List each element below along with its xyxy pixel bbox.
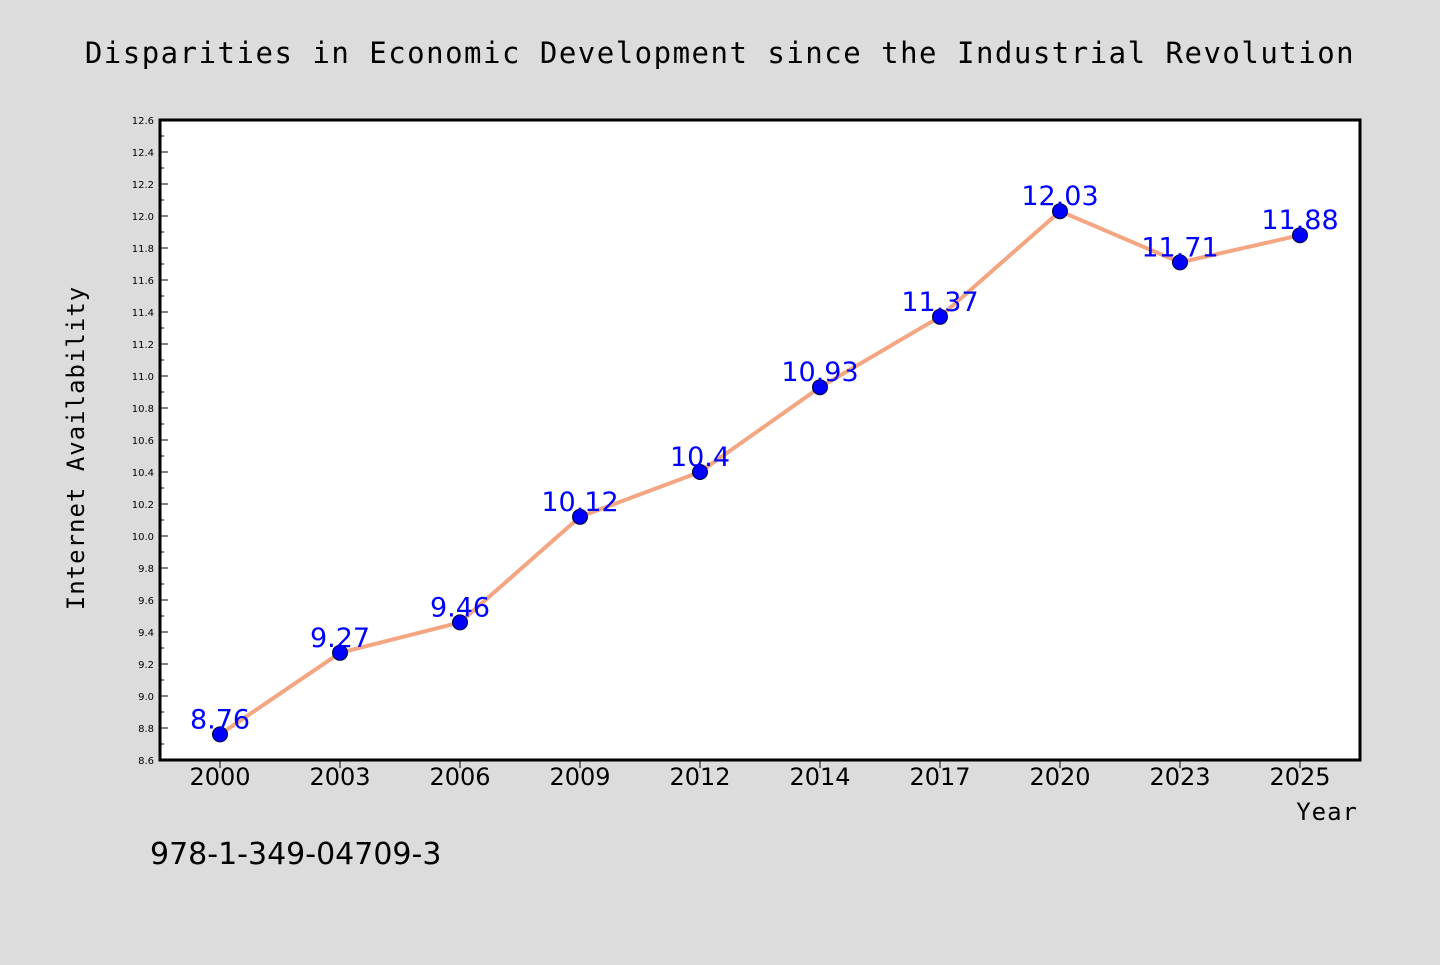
x-tick-label: 2012 <box>669 763 730 791</box>
y-tick-label: 8.6 <box>138 756 154 767</box>
data-label: 11.37 <box>901 287 978 318</box>
y-tick-label: 10.0 <box>132 532 154 543</box>
data-label: 8.76 <box>190 704 250 735</box>
y-tick-label: 12.4 <box>132 148 154 159</box>
x-tick-label: 2020 <box>1029 763 1090 791</box>
y-tick-label: 9.6 <box>138 596 154 607</box>
data-label: 10.12 <box>541 487 618 518</box>
data-label: 12.03 <box>1021 181 1098 212</box>
data-point <box>692 464 708 480</box>
y-tick-label: 9.0 <box>138 692 154 703</box>
y-tick-label: 10.2 <box>132 500 154 511</box>
y-tick-label: 12.0 <box>132 212 154 223</box>
y-tick-label: 11.2 <box>132 340 154 351</box>
x-tick-label: 2003 <box>309 763 370 791</box>
series-line <box>218 209 1302 737</box>
y-axis: 8.6 8.8 9.0 9.2 9.4 9.6 9.8 10.0 10.2 10.4 10.6 10.… <box>132 116 168 767</box>
data-point <box>1172 254 1188 271</box>
y-tick-label: 11.8 <box>132 244 154 255</box>
x-tick-label: 2014 <box>789 763 850 791</box>
data-point <box>812 379 828 396</box>
footer-code: 978-1-349-04709-3 <box>150 837 441 872</box>
x-tick-label: 2017 <box>909 763 970 791</box>
y-tick-label: 10.8 <box>132 404 154 415</box>
data-point <box>332 644 348 661</box>
y-tick-label: 10.4 <box>132 468 154 479</box>
chart-title: Disparities in Economic Development sinc… <box>85 36 1355 70</box>
series-layer: 8.76 9.27 9.46 10.12 10.4 10.93 11.37 12.03 11.7… <box>190 181 1339 743</box>
data-label: 9.27 <box>310 623 370 654</box>
data-point <box>932 308 948 325</box>
data-point <box>572 508 588 525</box>
data-label: 11.88 <box>1261 205 1338 236</box>
x-axis: 2000 2003 2006 2009 2012 2014 2017 2020 2023 2025 <box>189 760 1331 791</box>
data-point <box>1052 203 1068 220</box>
data-label: 10.93 <box>781 357 858 388</box>
y-tick-label: 10.6 <box>132 436 154 447</box>
x-tick-label: 2009 <box>549 763 610 791</box>
y-tick-label: 11.0 <box>132 372 154 383</box>
y-tick-label: 12.2 <box>132 180 154 191</box>
y-tick-label: 9.8 <box>138 564 154 575</box>
data-point <box>212 726 228 743</box>
y-axis-label: Internet Availability <box>62 286 90 610</box>
y-tick-label: 9.2 <box>138 660 154 671</box>
y-tick-label: 9.4 <box>138 628 154 639</box>
y-tick-label: 11.6 <box>132 276 154 287</box>
data-point <box>452 614 468 631</box>
x-tick-label: 2023 <box>1149 763 1210 791</box>
x-tick-label: 2025 <box>1269 763 1330 791</box>
x-axis-label: Year <box>1296 798 1358 826</box>
plot-area <box>158 118 1362 762</box>
data-point <box>1292 227 1308 244</box>
data-label: 10.4 <box>670 442 730 473</box>
data-label: 11.71 <box>1141 232 1218 263</box>
x-tick-label: 2000 <box>189 763 250 791</box>
data-label: 9.46 <box>430 592 490 623</box>
y-tick-label: 8.8 <box>138 724 154 735</box>
y-tick-label: 12.6 <box>132 116 154 127</box>
y-tick-label: 11.4 <box>132 308 154 319</box>
x-tick-label: 2006 <box>429 763 490 791</box>
